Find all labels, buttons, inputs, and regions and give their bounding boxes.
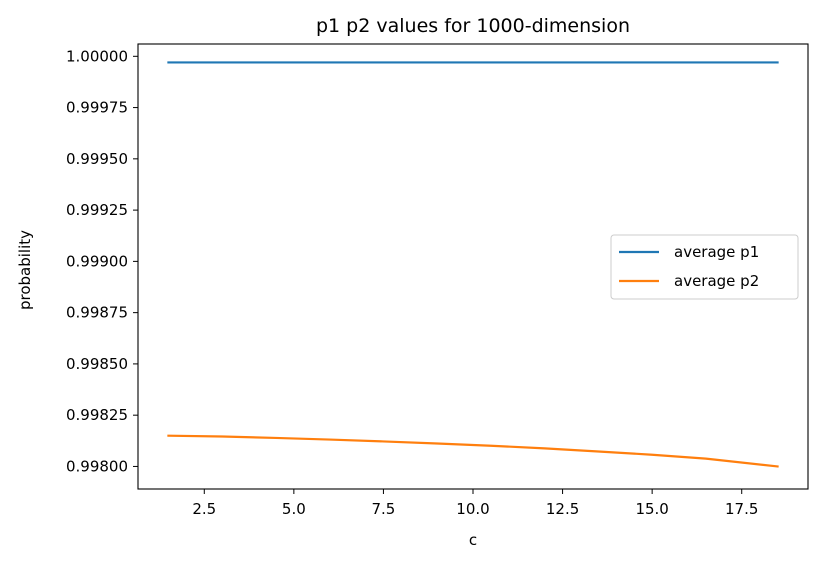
y-tick-label: 0.99800 bbox=[66, 457, 128, 475]
x-tick-label: 2.5 bbox=[192, 500, 216, 518]
y-tick-label: 0.99825 bbox=[66, 406, 128, 424]
legend-label: average p1 bbox=[674, 243, 759, 261]
x-tick-label: 15.0 bbox=[635, 500, 668, 518]
series-line-2 bbox=[167, 434, 779, 468]
y-tick-label: 1.00000 bbox=[66, 47, 128, 65]
chart-title: p1 p2 values for 1000-dimension bbox=[316, 15, 630, 37]
legend-label: average p2 bbox=[674, 272, 759, 290]
x-tick-label: 12.5 bbox=[546, 500, 579, 518]
y-tick-label: 0.99850 bbox=[66, 355, 128, 373]
x-axis-label: c bbox=[469, 531, 477, 549]
y-tick-label: 0.99875 bbox=[66, 304, 128, 322]
y-tick-label: 0.99975 bbox=[66, 99, 128, 117]
y-tick-label: 0.99900 bbox=[66, 252, 128, 270]
x-tick-label: 17.5 bbox=[725, 500, 758, 518]
x-tick-label: 10.0 bbox=[456, 500, 489, 518]
x-tick-label: 5.0 bbox=[282, 500, 306, 518]
y-tick-label: 0.99950 bbox=[66, 150, 128, 168]
y-axis-label: probability bbox=[16, 230, 34, 310]
plot-area: 2.5 5.0 7.5 10.0 12.5 15.0 17.5 0.99800 0.99825 0… bbox=[66, 43, 809, 518]
x-tick-label: 7.5 bbox=[371, 500, 395, 518]
y-tick-label: 0.99925 bbox=[66, 201, 128, 219]
legend: average p1 average p2 bbox=[610, 234, 799, 300]
